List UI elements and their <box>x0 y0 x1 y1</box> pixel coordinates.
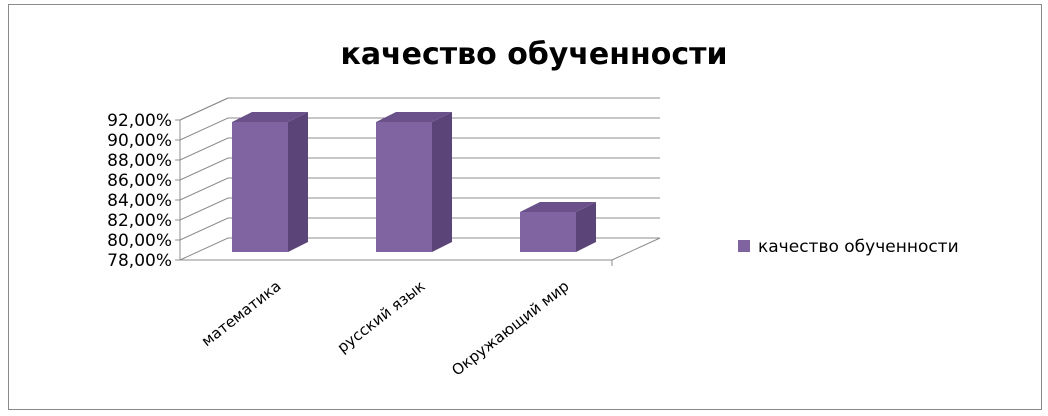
bars <box>232 112 596 252</box>
y-tick-label: 84,00% <box>107 191 172 211</box>
gridline <box>179 117 660 141</box>
y-tick-label: 80,00% <box>107 231 172 251</box>
gridline <box>179 217 660 241</box>
gridline <box>179 197 660 221</box>
legend-label: качество обученности <box>758 237 959 257</box>
chart-title: качество обученности <box>340 37 727 72</box>
y-tick-label: 82,00% <box>107 211 172 231</box>
gridline <box>179 137 660 161</box>
x-category-label: русский язык <box>334 277 429 357</box>
legend-swatch <box>738 240 750 252</box>
y-axis-ticks: 78,00%80,00%82,00%84,00%86,00%88,00%90,0… <box>107 111 172 271</box>
y-tick-label: 92,00% <box>107 111 172 131</box>
bar-1 <box>232 112 308 252</box>
gridline <box>179 157 660 181</box>
bar-front <box>520 212 576 252</box>
y-tick-label: 86,00% <box>107 171 172 191</box>
y-tick-label: 78,00% <box>107 251 172 271</box>
y-tick-label: 88,00% <box>107 151 172 171</box>
x-category-label: Окружающий мир <box>448 277 572 380</box>
bar-top <box>520 202 596 212</box>
gridlines <box>175 97 660 261</box>
bar-top <box>376 112 452 122</box>
bar-2 <box>376 112 452 252</box>
gridline <box>179 177 660 201</box>
bar-side <box>576 202 596 252</box>
legend: качество обученности <box>738 237 959 257</box>
bar-front <box>232 122 288 252</box>
gridline <box>179 237 660 261</box>
x-axis-categories: математика русский язык Окружающий мир <box>198 277 573 380</box>
y-tick-label: 90,00% <box>107 131 172 151</box>
x-category-label: математика <box>198 277 285 350</box>
bar-top <box>232 112 308 122</box>
bar-3 <box>520 202 596 252</box>
bar-front <box>376 122 432 252</box>
bar-side <box>288 112 308 252</box>
gridline <box>179 97 660 121</box>
bar-side <box>432 112 452 252</box>
